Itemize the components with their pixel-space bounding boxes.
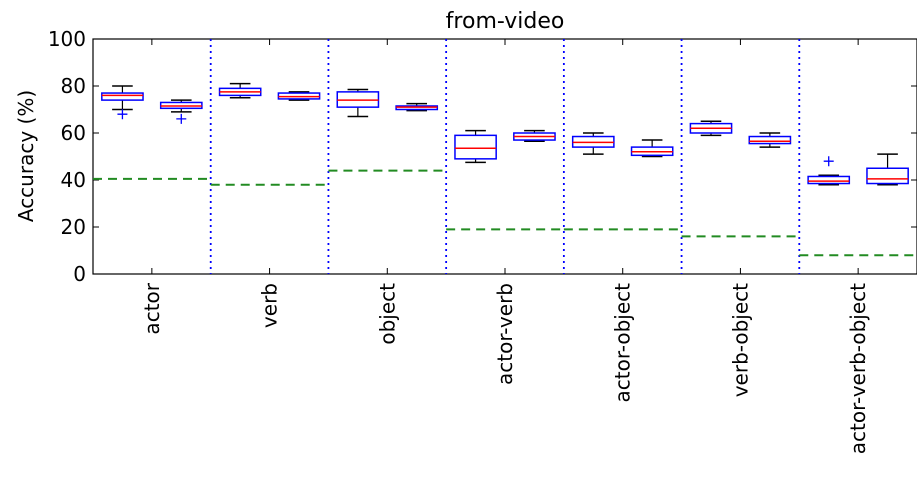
flier-point (823, 156, 834, 167)
x-tick-label: actor-verb (493, 283, 517, 385)
box (454, 134, 497, 160)
box (866, 167, 909, 185)
plot-area: 0 20 40 60 80 100 actor verb object actor-verb act… (48, 27, 917, 454)
chart-title: from-video (446, 9, 565, 34)
y-tick-label: 40 (61, 168, 86, 192)
box (101, 92, 144, 101)
y-tick-label: 0 (73, 262, 86, 286)
plot-frame (92, 38, 917, 275)
flier-point (176, 113, 187, 124)
box (748, 135, 792, 145)
y-tick-label: 80 (61, 74, 86, 98)
flier-point (117, 109, 128, 120)
x-tick-label: actor (140, 282, 164, 334)
y-tick-label: 100 (48, 27, 86, 51)
x-tick-label: actor-object (611, 283, 635, 403)
x-tick-label: object (375, 283, 399, 345)
y-axis-label: Accuracy (%) (14, 90, 38, 222)
x-tick-label: actor-verb-object (846, 283, 870, 454)
y-tick-label: 20 (61, 215, 86, 239)
x-tick-label: verb (258, 283, 282, 328)
box (807, 175, 851, 185)
y-tick-label: 60 (61, 121, 86, 145)
x-tick-label: verb-object (728, 283, 752, 397)
